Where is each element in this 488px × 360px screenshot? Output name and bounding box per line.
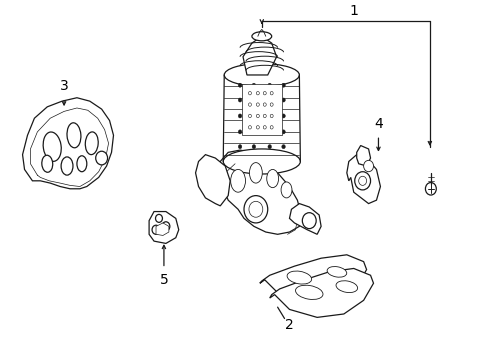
Circle shape [96,151,107,165]
Ellipse shape [77,156,87,172]
Circle shape [252,83,255,87]
Polygon shape [289,203,321,234]
Polygon shape [269,269,373,318]
Text: 5: 5 [159,273,168,287]
Ellipse shape [85,132,98,154]
Ellipse shape [61,157,73,175]
Circle shape [270,114,273,118]
Circle shape [267,145,271,149]
Circle shape [248,201,262,217]
Circle shape [270,91,273,95]
Text: 2: 2 [285,318,293,332]
Circle shape [267,114,271,118]
Text: 3: 3 [60,79,68,93]
Circle shape [238,83,242,87]
Circle shape [354,172,370,190]
Circle shape [267,130,271,134]
Circle shape [302,213,316,229]
Ellipse shape [249,163,262,183]
Ellipse shape [224,64,299,86]
Circle shape [270,103,273,106]
Circle shape [425,183,435,195]
Ellipse shape [67,123,81,148]
Circle shape [155,215,162,222]
Polygon shape [149,212,179,243]
Polygon shape [356,145,370,166]
Circle shape [263,126,265,129]
Circle shape [238,145,242,149]
Circle shape [252,130,255,134]
Polygon shape [243,36,276,75]
Ellipse shape [223,149,300,174]
Ellipse shape [230,170,245,192]
Polygon shape [242,84,281,135]
Circle shape [281,114,285,118]
Circle shape [248,126,251,129]
Circle shape [256,114,259,118]
Circle shape [256,91,259,95]
Circle shape [270,126,273,129]
Polygon shape [22,98,113,189]
Ellipse shape [335,281,357,293]
Circle shape [152,225,160,234]
Circle shape [256,103,259,106]
Ellipse shape [42,155,53,172]
Ellipse shape [266,170,278,188]
Circle shape [281,145,285,149]
Ellipse shape [286,271,311,284]
Text: 4: 4 [373,117,382,131]
Ellipse shape [295,285,323,300]
Circle shape [244,195,267,223]
Circle shape [238,98,242,102]
Circle shape [267,83,271,87]
Circle shape [248,114,251,118]
Circle shape [252,114,255,118]
Ellipse shape [326,266,346,277]
Circle shape [267,98,271,102]
Circle shape [281,130,285,134]
Circle shape [281,98,285,102]
Circle shape [263,114,265,118]
Circle shape [263,91,265,95]
Circle shape [363,160,373,172]
Ellipse shape [281,182,291,198]
Circle shape [252,98,255,102]
Circle shape [238,130,242,134]
Polygon shape [259,255,366,303]
Circle shape [238,114,242,118]
Polygon shape [218,150,301,234]
Polygon shape [346,155,380,203]
Circle shape [248,103,251,106]
Polygon shape [156,223,168,235]
Text: 1: 1 [348,4,357,18]
Polygon shape [195,155,230,206]
Ellipse shape [43,132,61,161]
Circle shape [162,222,169,231]
Circle shape [358,176,366,185]
Ellipse shape [251,32,271,41]
Circle shape [263,103,265,106]
Circle shape [248,91,251,95]
Circle shape [252,145,255,149]
Circle shape [281,83,285,87]
Circle shape [256,126,259,129]
